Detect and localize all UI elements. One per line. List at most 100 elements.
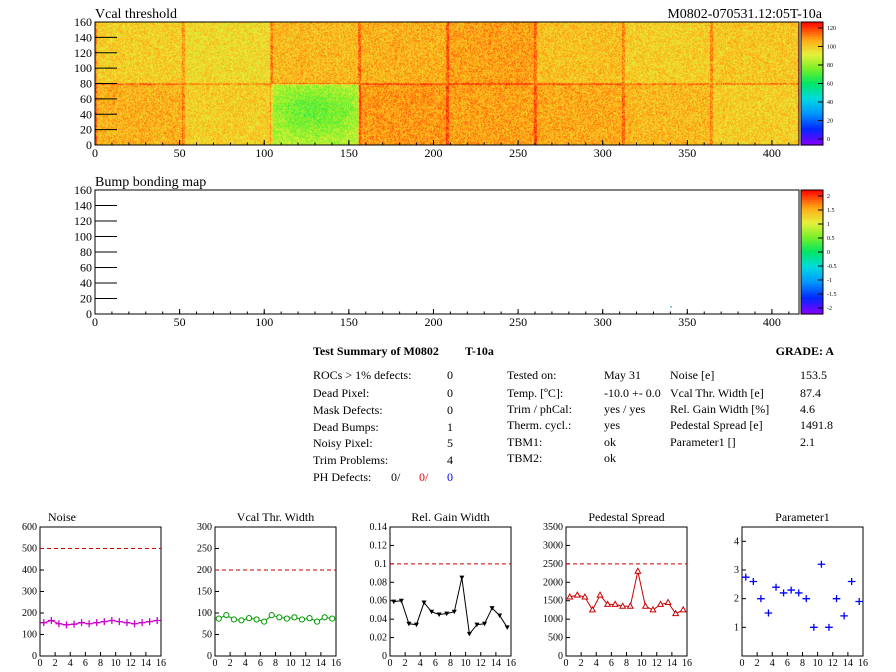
palette-band [801,237,823,241]
small-chart-title: Rel. Gain Width [411,510,489,524]
palette-band [801,261,823,265]
grade-label: GRADE: A [776,344,835,358]
x-tick-label: 8 [98,658,103,669]
data-point [123,619,131,627]
x-tick-label: 4 [594,658,599,669]
condition-label: Temp. [ºC]: [507,386,563,400]
data-point [611,600,619,607]
data-point [847,577,856,585]
palette-band [801,199,823,203]
y-tick-label: 50 [202,630,212,641]
data-point [223,612,230,619]
x-tick-label: 350 [678,315,696,329]
bump-map-title: Bump bonding map [95,175,206,190]
data-point [566,593,574,600]
y-tick-label: 0.06 [370,596,388,607]
data-point [131,620,139,628]
data-point [398,598,404,604]
palette-tick-label: 80 [827,63,833,69]
palette-band [801,294,823,298]
data-point [253,616,260,623]
data-point [504,625,510,630]
data-point [115,618,123,626]
series-line [43,619,158,626]
palette-band [801,202,823,206]
x-tick-label: 50 [174,315,186,329]
ph-defects-label: PH Defects: [313,470,371,484]
y-tick-label: 500 [548,633,563,644]
y-tick-label: 120 [74,46,92,60]
palette-band [801,132,823,136]
y-tick-label: 3000 [543,540,563,551]
small-chart-frame [39,526,162,657]
data-point [138,619,146,627]
palette-band [801,26,823,30]
data-point [787,586,795,594]
palette-band [801,296,823,300]
palette-band [801,284,823,288]
x-tick-label: 200 [424,146,442,160]
x-tick-label: 12 [301,658,311,669]
palette-band [801,247,823,251]
palette-band [801,56,823,60]
data-point [276,614,283,621]
palette-band [801,224,823,228]
palette-band [801,95,823,99]
palette-tick-label: 120 [827,26,836,32]
data-point [772,583,780,591]
palette-band [801,66,823,70]
result-value: 4.6 [800,402,815,416]
data-point [451,609,457,615]
y-tick-label: 0.14 [370,522,388,533]
condition-value: ok [604,451,616,465]
x-tick-label: 10 [813,658,823,669]
summary-tag: T-10a [465,344,494,358]
test-summary: Test Summary of M0802 T-10a GRADE: A ROC… [313,344,834,484]
x-tick-label: 12 [828,658,838,669]
small-chart-frame [565,526,688,657]
x-tick-label: 200 [424,315,442,329]
y-tick-label: 40 [80,107,92,121]
palette-band [801,194,823,199]
palette-band [801,44,823,48]
defect-label: Noisy Pixel: [313,436,373,450]
data-point [429,609,435,615]
x-tick-label: 16 [331,658,341,669]
data-point [581,593,589,600]
palette-tick-label: 60 [827,82,833,88]
palette-band [801,289,823,293]
threshold-map-axes: 0 50 100 150 200 250 300 350 4000204060801001201… [74,15,790,160]
data-point [588,605,597,613]
data-point [436,612,442,618]
threshold-map: Vcal threshold M0802-070531.12:05T-10a 0… [74,7,836,160]
palette-band [801,190,823,194]
data-point [291,614,298,621]
data-point [230,616,238,623]
result-label: Vcal Thr. Width [e] [670,386,764,400]
data-point [391,599,397,605]
y-tick-label: 100 [74,61,92,75]
y-tick-label: 400 [22,565,37,576]
data-point [146,618,154,626]
x-tick-label: 12 [126,658,136,669]
x-tick-label: 2 [403,658,408,669]
x-tick-label: 2 [228,658,233,669]
bump-map-frame [94,189,800,315]
palette-band [801,127,823,131]
condition-label: TBM1: [507,435,542,449]
result-value: 1491.8 [800,418,833,432]
y-tick-label: 4 [734,536,739,547]
palette-band [801,212,823,216]
data-point [482,621,488,627]
palette-band [801,249,823,253]
x-tick-label: 6 [433,658,438,669]
y-tick-label: 2 [734,594,739,605]
y-tick-label: 1500 [543,596,563,607]
y-tick-label: 0.02 [370,633,388,644]
y-tick-label: 140 [74,30,92,44]
palette-band [801,125,823,129]
palette-band [801,254,823,258]
condition-label: TBM2: [507,451,542,465]
data-point [741,573,750,581]
